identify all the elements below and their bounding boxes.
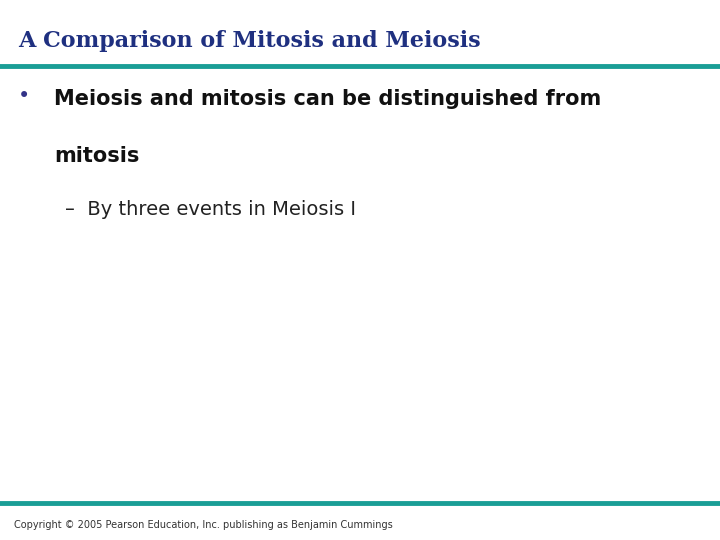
Text: Meiosis and mitosis can be distinguished from: Meiosis and mitosis can be distinguished… [54, 89, 601, 109]
Text: A Comparison of Mitosis and Meiosis: A Comparison of Mitosis and Meiosis [18, 30, 481, 52]
Text: mitosis: mitosis [54, 146, 140, 166]
Text: Copyright © 2005 Pearson Education, Inc. publishing as Benjamin Cummings: Copyright © 2005 Pearson Education, Inc.… [14, 520, 393, 530]
Text: •: • [18, 86, 30, 106]
Text: –  By three events in Meiosis I: – By three events in Meiosis I [65, 200, 356, 219]
